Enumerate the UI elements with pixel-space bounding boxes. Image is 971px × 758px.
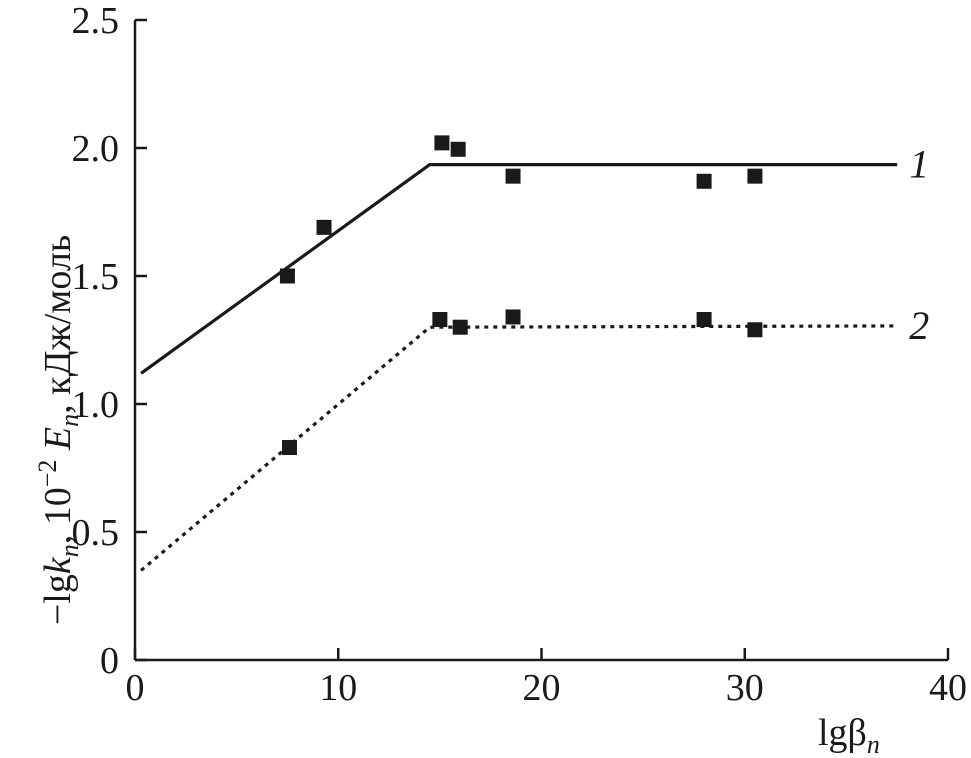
series-2-marker (747, 322, 763, 338)
y-axis-title-space (37, 450, 79, 460)
ticks: 0 10 20 30 40 0 0.5 1.0 1.5 2.0 2.5 (72, 0, 968, 709)
series-1-marker (505, 168, 521, 184)
axes (133, 20, 948, 662)
series-2-line (140, 324, 898, 572)
series-1-marker (279, 268, 295, 284)
x-tick-label: 30 (726, 667, 764, 709)
y-axis-title-E: E (37, 427, 79, 451)
x-axis-title: lgβn (818, 712, 880, 758)
x-tick-label: 40 (929, 667, 967, 709)
series-1-marker (450, 141, 466, 157)
series-2-marker (281, 440, 297, 456)
series-1-label: 1 (909, 142, 929, 187)
x-axis-title-subscript: n (867, 730, 880, 758)
y-axis-title-unit: , кДж/моль (37, 235, 79, 414)
y-axis-title-part: , 10 (37, 487, 79, 544)
series-labels: 12 (909, 142, 929, 348)
x-tick-label: 20 (523, 667, 561, 709)
series-2-marker (505, 309, 521, 325)
y-tick-label: 0 (100, 640, 119, 682)
y-axis-title-sub-n: n (55, 544, 84, 557)
y-axis-title-sub-n: n (55, 414, 84, 427)
y-axis-title-part: −lg (37, 574, 79, 625)
y-tick-label: 1.0 (72, 384, 120, 426)
series-2-marker (696, 312, 712, 328)
y-tick-label: 1.5 (72, 256, 120, 298)
series-2-label: 2 (909, 303, 929, 348)
series-2-marker (452, 319, 468, 335)
x-tick-label: 0 (126, 667, 145, 709)
fit-lines (140, 163, 898, 572)
y-axis-title: −lgkn, 10−2 En, кДж/моль (33, 235, 84, 625)
series-1-marker (696, 173, 712, 189)
y-axis-title-superscript: −2 (33, 460, 62, 488)
x-axis-title-main: lgβ (818, 712, 867, 754)
x-tick-label: 10 (319, 667, 357, 709)
markers (279, 135, 763, 456)
y-axis-title-k: k (37, 556, 79, 574)
series-1-marker (316, 219, 332, 235)
series-1-marker (747, 168, 763, 184)
y-tick-label: 2.5 (72, 0, 120, 42)
y-tick-label: 0.5 (72, 512, 120, 554)
y-tick-label: 2.0 (72, 128, 120, 170)
series-1-line (140, 163, 898, 375)
series-1-marker (434, 135, 450, 151)
series-2-marker (432, 312, 448, 328)
